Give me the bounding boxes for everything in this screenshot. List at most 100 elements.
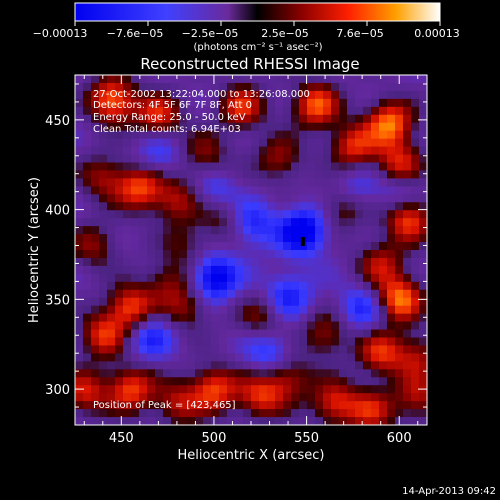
heatmap-cell xyxy=(339,281,348,291)
heatmap-cell xyxy=(195,281,204,291)
heatmap-cell xyxy=(339,234,348,243)
heatmap-cell xyxy=(411,321,420,331)
heatmap-cell xyxy=(203,281,212,291)
heatmap-cell xyxy=(419,138,427,148)
heatmap-cell xyxy=(235,138,244,148)
heatmap-cell xyxy=(155,289,164,299)
heatmap-cell xyxy=(187,154,196,164)
heatmap-cell xyxy=(123,377,132,386)
heatmap-cell xyxy=(355,305,364,315)
heatmap-cell xyxy=(115,98,124,108)
heatmap-cell xyxy=(371,369,380,378)
heatmap-cell xyxy=(179,82,188,92)
heatmap-cell xyxy=(371,146,380,156)
heatmap-cell xyxy=(187,218,196,227)
heatmap-cell xyxy=(163,194,172,203)
heatmap-cell xyxy=(315,305,324,315)
heatmap-cell xyxy=(107,361,116,370)
heatmap-cell xyxy=(187,337,196,347)
heatmap-cell xyxy=(163,265,172,275)
heatmap-cell xyxy=(83,106,92,116)
heatmap-cell xyxy=(403,305,412,315)
heatmap-cell xyxy=(315,138,324,148)
heatmap-cell xyxy=(163,289,172,299)
heatmap-cell xyxy=(339,329,348,339)
heatmap-cell xyxy=(267,75,276,84)
heatmap-cell xyxy=(227,369,236,378)
heatmap-cell xyxy=(211,273,220,283)
heatmap-cell xyxy=(315,106,324,116)
heatmap-cell xyxy=(171,170,180,179)
heatmap-cell xyxy=(283,361,292,370)
heatmap-cell xyxy=(307,210,316,219)
heatmap-cell xyxy=(91,114,100,124)
heatmap-cell xyxy=(395,82,404,92)
heatmap-cell xyxy=(411,210,420,219)
heatmap-cell xyxy=(211,257,220,267)
heatmap-cell xyxy=(267,90,276,100)
heatmap-cell xyxy=(107,281,116,291)
heatmap-cell xyxy=(155,393,164,402)
heatmap-cell xyxy=(251,186,260,195)
heatmap-cell xyxy=(331,321,340,331)
heatmap-cell xyxy=(235,353,244,362)
heatmap-cell xyxy=(187,178,196,187)
heatmap-cell xyxy=(99,281,108,291)
heatmap-cell xyxy=(179,393,188,402)
heatmap-cell xyxy=(83,226,92,235)
heatmap-cell xyxy=(115,82,124,92)
heatmap-cell xyxy=(363,409,372,418)
heatmap-cell xyxy=(307,409,316,418)
heatmap-cell xyxy=(251,250,260,259)
heatmap-cell xyxy=(259,122,268,132)
heatmap-cell xyxy=(419,361,427,370)
heatmap-cell xyxy=(99,146,108,156)
heatmap-cell xyxy=(363,162,372,172)
heatmap-cell xyxy=(267,409,276,418)
heatmap-cell xyxy=(211,393,220,402)
heatmap-cell xyxy=(131,90,140,100)
heatmap-cell xyxy=(339,313,348,323)
heatmap-cell xyxy=(227,281,236,291)
heatmap-cell xyxy=(219,377,228,386)
heatmap-cell xyxy=(139,337,148,347)
heatmap-cell xyxy=(307,353,316,362)
heatmap-cell xyxy=(139,281,148,291)
heatmap-cell xyxy=(195,122,204,132)
heatmap-cell xyxy=(75,401,84,410)
heatmap-cell xyxy=(315,242,324,251)
heatmap-cell xyxy=(411,385,420,394)
heatmap-cell xyxy=(211,250,220,259)
heatmap-cell xyxy=(331,106,340,116)
heatmap-cell xyxy=(283,337,292,347)
heatmap-cell xyxy=(83,210,92,219)
heatmap-cell xyxy=(83,385,92,394)
heatmap-cell xyxy=(171,337,180,347)
heatmap-cell xyxy=(315,75,324,84)
heatmap-cell xyxy=(179,257,188,267)
heatmap-cell xyxy=(211,321,220,331)
heatmap-cell xyxy=(75,369,84,378)
heatmap-cell xyxy=(259,257,268,267)
heatmap-cell xyxy=(283,82,292,92)
heatmap-cell xyxy=(115,417,124,425)
heatmap-cell xyxy=(211,170,220,179)
heatmap-cell xyxy=(163,146,172,156)
heatmap-cell xyxy=(275,321,284,331)
heatmap-cell xyxy=(195,250,204,259)
heatmap-cell xyxy=(91,361,100,370)
heatmap-cell xyxy=(131,265,140,275)
heatmap-cell xyxy=(211,194,220,203)
heatmap-cell xyxy=(115,154,124,164)
heatmap-cell xyxy=(403,162,412,172)
heatmap-cell xyxy=(371,345,380,354)
heatmap-cell xyxy=(107,194,116,203)
heatmap-cell xyxy=(331,273,340,283)
heatmap-cell xyxy=(379,138,388,148)
heatmap-cell xyxy=(163,281,172,291)
heatmap-cell xyxy=(139,385,148,394)
heatmap-cell xyxy=(99,154,108,164)
heatmap-cell xyxy=(123,361,132,370)
heatmap-cell xyxy=(379,162,388,172)
heatmap-cell xyxy=(419,234,427,243)
